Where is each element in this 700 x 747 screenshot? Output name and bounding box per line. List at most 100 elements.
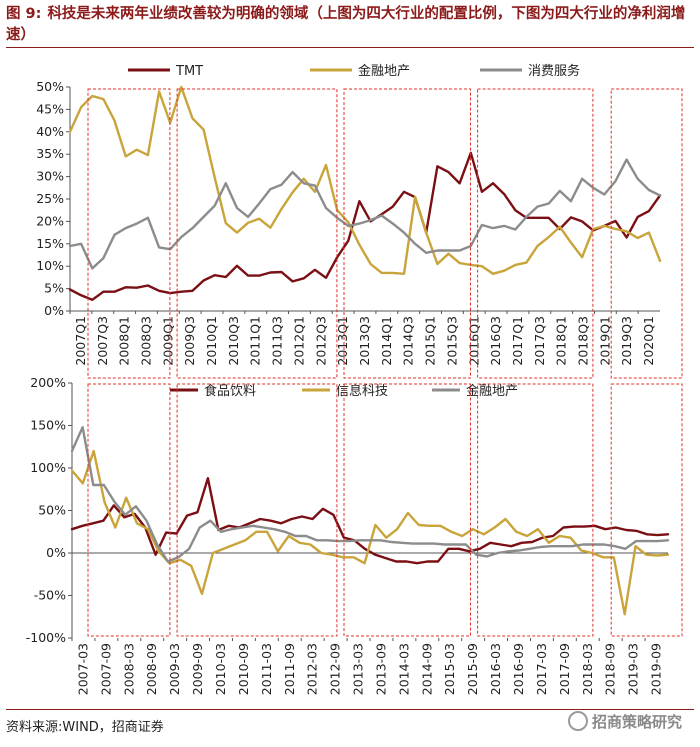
x-tick-label: 2007Q1 xyxy=(73,316,88,366)
x-tick-label: 2019-03 xyxy=(626,643,641,695)
x-tick-label: 2007-09 xyxy=(98,643,113,695)
wechat-icon xyxy=(567,711,588,731)
x-tick-label: 2017-09 xyxy=(557,643,572,695)
x-tick-label: 2011-09 xyxy=(282,643,297,695)
x-tick-label: 2008Q1 xyxy=(117,316,132,366)
x-tick-label: 2010-03 xyxy=(213,643,228,695)
highlight-box xyxy=(610,88,683,379)
x-tick-label: 2008-03 xyxy=(121,643,136,695)
x-tick-label: 2018-03 xyxy=(580,643,595,695)
footer-rule xyxy=(6,709,694,710)
x-tick-label: 2017-03 xyxy=(534,643,549,695)
x-tick-label: 2015Q3 xyxy=(444,316,459,366)
x-tick-label: 2016-09 xyxy=(511,643,526,695)
x-tick-label: 2007-03 xyxy=(75,643,90,695)
x-tick-label: 2007Q3 xyxy=(95,316,110,366)
x-tick-label: 2012Q3 xyxy=(313,316,328,366)
watermark: 招商策略研究 xyxy=(567,711,682,732)
y-tick-label: 20% xyxy=(36,213,64,228)
series-line-1 xyxy=(68,151,662,301)
y-tick-label: 10% xyxy=(36,258,64,273)
y-tick-label: 150% xyxy=(30,418,66,433)
y-tick-label: -100% xyxy=(26,630,66,645)
caption-rule xyxy=(6,47,694,48)
series-line-2 xyxy=(68,85,662,275)
y-tick-label: 35% xyxy=(36,146,64,161)
series-line-3 xyxy=(70,426,670,563)
highlight-box xyxy=(477,383,594,637)
series-line-3 xyxy=(68,158,662,270)
x-tick-label: 2013-09 xyxy=(373,643,388,695)
x-tick-label: 2010Q1 xyxy=(204,316,219,366)
x-tick-label: 2008Q3 xyxy=(138,316,153,366)
legend-label: TMT xyxy=(175,64,203,79)
x-tick-label: 2018Q1 xyxy=(554,316,569,366)
x-tick-label: 2020Q1 xyxy=(641,316,656,366)
x-tick-label: 2015-03 xyxy=(442,643,457,695)
x-tick-label: 2010Q3 xyxy=(226,316,241,366)
y-tick-label: 30% xyxy=(36,169,64,184)
highlight-box xyxy=(343,383,471,637)
y-tick-label: 0% xyxy=(44,303,64,318)
y-tick-label: 5% xyxy=(44,281,64,296)
x-tick-label: 2013Q1 xyxy=(335,316,350,366)
figure-label: 图 9: xyxy=(6,6,42,22)
x-tick-label: 2009-03 xyxy=(167,643,182,695)
figure-caption: 图 9: 科技是未来两年业绩改善较为明确的领域（上图为四大行业的配置比例，下图为四… xyxy=(6,4,696,46)
x-tick-label: 2012-03 xyxy=(305,643,320,695)
watermark-text: 招商策略研究 xyxy=(591,713,682,731)
x-tick-label: 2014-09 xyxy=(419,643,434,695)
x-tick-label: 2017Q3 xyxy=(532,316,547,366)
series-line-2 xyxy=(70,449,670,616)
x-tick-label: 2008-09 xyxy=(144,643,159,695)
y-tick-label: -50% xyxy=(34,588,66,603)
source-note: 资料来源:WIND，招商证券 xyxy=(6,720,164,735)
highlight-box xyxy=(610,383,683,637)
x-tick-label: 2017Q1 xyxy=(510,316,525,366)
x-tick-label: 2015Q1 xyxy=(423,316,438,366)
y-tick-label: 40% xyxy=(36,124,64,139)
series-line-1 xyxy=(70,477,670,565)
y-tick-label: 50% xyxy=(36,79,64,94)
y-tick-label: 45% xyxy=(36,101,64,116)
x-tick-label: 2009Q3 xyxy=(182,316,197,366)
x-tick-label: 2016Q3 xyxy=(488,316,503,366)
x-tick-label: 2018-09 xyxy=(603,643,618,695)
legend-label: 金融地产 xyxy=(466,383,518,399)
x-tick-label: 2019Q3 xyxy=(619,316,634,366)
y-tick-label: 100% xyxy=(30,460,66,475)
x-tick-label: 2018Q3 xyxy=(576,316,591,366)
highlight-box xyxy=(343,88,471,379)
x-tick-label: 2015-09 xyxy=(465,643,480,695)
legend-label: 食品饮料 xyxy=(204,383,256,399)
y-tick-label: 200% xyxy=(30,375,66,390)
legend-label: 消费服务 xyxy=(528,63,580,79)
highlight-box xyxy=(477,88,594,379)
x-tick-label: 2011Q3 xyxy=(270,316,285,366)
x-tick-label: 2013Q3 xyxy=(357,316,372,366)
y-tick-label: 25% xyxy=(36,191,64,206)
x-tick-label: 2016Q1 xyxy=(466,316,481,366)
x-tick-label: 2009-09 xyxy=(190,643,205,695)
y-tick-label: 50% xyxy=(38,503,66,518)
x-tick-label: 2016-03 xyxy=(488,643,503,695)
x-tick-label: 2019-09 xyxy=(649,643,664,695)
x-tick-label: 2011Q1 xyxy=(248,316,263,366)
highlight-box xyxy=(176,383,338,637)
figure-title: 科技是未来两年业绩改善较为明确的领域（上图为四大行业的配置比例，下图为四大行业的… xyxy=(6,6,686,43)
x-tick-label: 2012-09 xyxy=(328,643,343,695)
x-tick-label: 2010-09 xyxy=(236,643,251,695)
highlight-box xyxy=(87,88,171,379)
x-tick-label: 2012Q1 xyxy=(291,316,306,366)
x-tick-label: 2014-03 xyxy=(396,643,411,695)
x-tick-label: 2014Q3 xyxy=(401,316,416,366)
legend-label: 金融地产 xyxy=(358,63,410,79)
y-tick-label: 15% xyxy=(36,236,64,251)
legend-label: 信息科技 xyxy=(336,383,388,399)
y-tick-label: 0% xyxy=(46,545,66,560)
x-tick-label: 2019Q1 xyxy=(597,316,612,366)
x-tick-label: 2013-03 xyxy=(351,643,366,695)
x-tick-label: 2014Q1 xyxy=(379,316,394,366)
highlight-box xyxy=(87,383,171,637)
